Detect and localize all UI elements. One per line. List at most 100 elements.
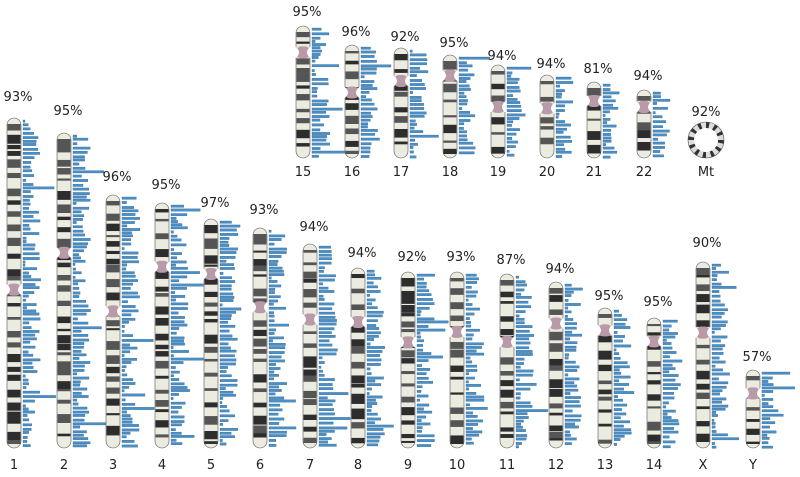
- coverage-bar: [170, 248, 174, 251]
- coverage-bar: [652, 98, 671, 102]
- band: [155, 351, 169, 357]
- coverage-bar: [121, 389, 125, 393]
- coverage-bar: [318, 417, 351, 420]
- coverage-bar: [219, 314, 232, 317]
- coverage-bar: [515, 341, 531, 345]
- coverage-bar: [564, 369, 578, 372]
- coverage-bar: [564, 283, 572, 287]
- chromosome: 13 95%: [595, 289, 635, 473]
- band: [549, 309, 563, 315]
- coverage-bar: [311, 123, 324, 127]
- coverage-bar: [72, 225, 83, 229]
- coverage-bar: [711, 330, 715, 334]
- coverage-bar: [170, 361, 184, 364]
- centromere: [106, 305, 120, 318]
- band: [57, 316, 71, 324]
- coverage-bar: [22, 278, 41, 282]
- band: [57, 204, 71, 214]
- coverage-bar: [613, 331, 618, 334]
- coverage-bar: [602, 121, 608, 124]
- coverage-bar: [22, 119, 26, 123]
- band: [204, 358, 218, 362]
- band: [106, 355, 120, 364]
- band: [647, 380, 661, 385]
- centromere: [303, 313, 317, 326]
- chromosome-label: 17: [393, 165, 410, 180]
- coverage-bar: [366, 424, 394, 428]
- chromosome: Y 57%: [743, 350, 795, 473]
- coverage-bar: [652, 141, 665, 145]
- coverage-bar: [711, 339, 721, 343]
- coverage-bar: [318, 365, 322, 369]
- coverage-bar: [268, 399, 296, 403]
- coverage-bar: [602, 117, 611, 121]
- band: [204, 441, 218, 444]
- coverage-bar: [465, 437, 472, 441]
- chromosome: 17 92%: [391, 30, 439, 180]
- coverage-bar: [515, 346, 530, 350]
- coverage-bar: [22, 210, 39, 214]
- coverage-bar: [318, 387, 334, 390]
- coverage-bar: [22, 206, 29, 210]
- coverage-bar: [121, 271, 135, 275]
- coverage-bar: [72, 369, 85, 372]
- band: [696, 433, 710, 442]
- coverage-bar: [761, 445, 773, 449]
- coverage-bar: [170, 336, 185, 340]
- coverage-bar: [268, 403, 281, 407]
- band: [106, 235, 120, 238]
- coverage-bar: [360, 59, 377, 63]
- band: [696, 392, 710, 399]
- coverage-bar: [170, 438, 177, 442]
- coverage-bar: [409, 150, 414, 154]
- coverage-bar: [602, 95, 612, 99]
- chromosome: 16 96%: [342, 25, 392, 180]
- band: [540, 126, 554, 130]
- band: [345, 103, 359, 110]
- coverage-bar: [72, 271, 82, 275]
- coverage-bar: [506, 153, 515, 157]
- band: [450, 376, 464, 380]
- coverage-bar: [22, 267, 38, 271]
- coverage-bar: [121, 325, 125, 328]
- coverage-bar: [318, 261, 332, 265]
- coverage-bar: [761, 421, 776, 425]
- band: [746, 376, 760, 381]
- coverage-bar: [219, 401, 223, 404]
- centromere: [637, 101, 651, 113]
- coverage-bar: [366, 269, 375, 273]
- coverage-bar: [662, 430, 679, 434]
- coverage-bar: [465, 342, 484, 346]
- chromosome: 15 95%: [293, 5, 346, 180]
- coverage-bar: [22, 378, 29, 382]
- coverage-bar: [170, 234, 178, 238]
- coverage-bar: [121, 260, 140, 264]
- coverage-bar: [458, 146, 476, 150]
- band: [253, 402, 267, 408]
- band: [696, 370, 710, 380]
- coverage-bar: [170, 374, 174, 378]
- coverage-bar: [311, 110, 327, 114]
- band: [345, 150, 359, 154]
- coverage-bar: [711, 282, 722, 286]
- coverage-bar: [711, 312, 725, 315]
- coverage-bar: [219, 414, 235, 418]
- band: [491, 71, 505, 75]
- coverage-bar: [170, 260, 187, 264]
- coverage-bar: [515, 396, 521, 400]
- coverage-bar: [72, 233, 85, 237]
- band: [303, 302, 317, 308]
- coverage-bar: [465, 423, 479, 426]
- coverage-bar: [652, 111, 656, 115]
- coverage-bar: [409, 70, 429, 74]
- mt-band: [711, 124, 719, 132]
- coverage-bar: [121, 365, 127, 369]
- band: [57, 343, 71, 351]
- coverage-bar: [22, 174, 35, 177]
- coverage-bar: [121, 407, 155, 410]
- coverage-bar: [711, 392, 720, 396]
- coverage-bar: [458, 73, 475, 77]
- coverage-bar: [360, 122, 368, 126]
- coverage-bar: [22, 183, 34, 186]
- coverage-bar: [515, 353, 533, 356]
